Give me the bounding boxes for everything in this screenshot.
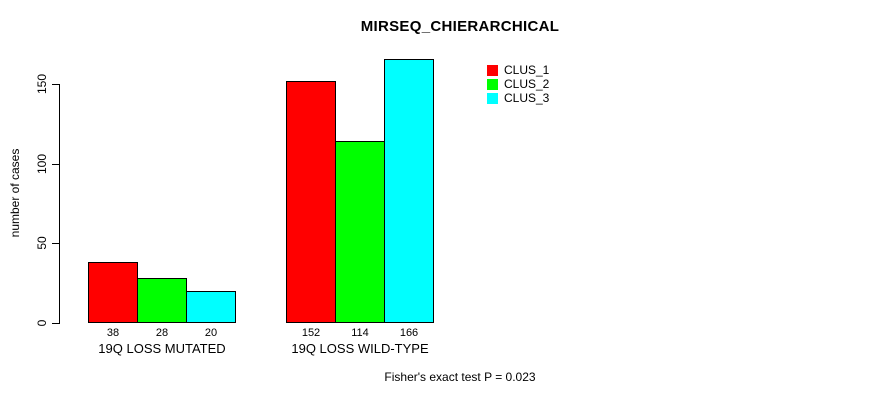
y-axis-label: number of cases	[8, 148, 22, 238]
bar-value-label: 38	[106, 327, 120, 339]
y-axis-tick	[52, 163, 59, 165]
bar-value-label: 114	[351, 327, 369, 339]
bar-clus_2-group2	[335, 141, 385, 323]
y-axis-tick	[52, 323, 59, 324]
bar-value-label: 152	[301, 327, 321, 339]
legend-swatch-icon	[487, 64, 498, 76]
y-axis-tick-label: 150	[35, 73, 49, 95]
chart-title: MIRSEQ_CHIERARCHICAL	[360, 18, 560, 35]
legend-item-clus_1: CLUS_1	[487, 63, 549, 77]
bar-clus_1-group1	[88, 262, 138, 323]
annotation-fisher-test: Fisher's exact test P = 0.023	[384, 370, 536, 384]
bar-clus_3-group2	[384, 58, 434, 323]
legend-swatch-icon	[487, 92, 498, 104]
bar-value-label: 28	[155, 327, 169, 339]
y-axis-tick-label: 100	[35, 153, 49, 174]
category-label: 19Q LOSS MUTATED	[98, 341, 226, 356]
y-axis-tick-label: 0	[35, 319, 49, 327]
category-label: 19Q LOSS WILD-TYPE	[291, 341, 429, 356]
bar-clus_2-group1	[137, 278, 187, 323]
legend-label: CLUS_1	[504, 63, 550, 77]
y-axis-tick	[52, 84, 59, 85]
legend-label: CLUS_3	[504, 91, 550, 105]
bar-clus_1-group2	[286, 80, 336, 323]
legend-label: CLUS_2	[504, 77, 550, 91]
legend-item-clus_3: CLUS_3	[487, 91, 549, 105]
bar-value-label: 166	[399, 327, 419, 339]
bar-clus_3-group1	[186, 291, 236, 323]
y-axis-line	[59, 84, 60, 324]
legend-swatch-icon	[487, 78, 498, 90]
legend-item-clus_2: CLUS_2	[487, 77, 549, 91]
legend: CLUS_1 CLUS_2 CLUS_3	[487, 63, 549, 105]
bar-value-label: 20	[204, 327, 218, 339]
y-axis-tick-label: 50	[35, 236, 49, 251]
y-axis-tick	[52, 243, 59, 245]
